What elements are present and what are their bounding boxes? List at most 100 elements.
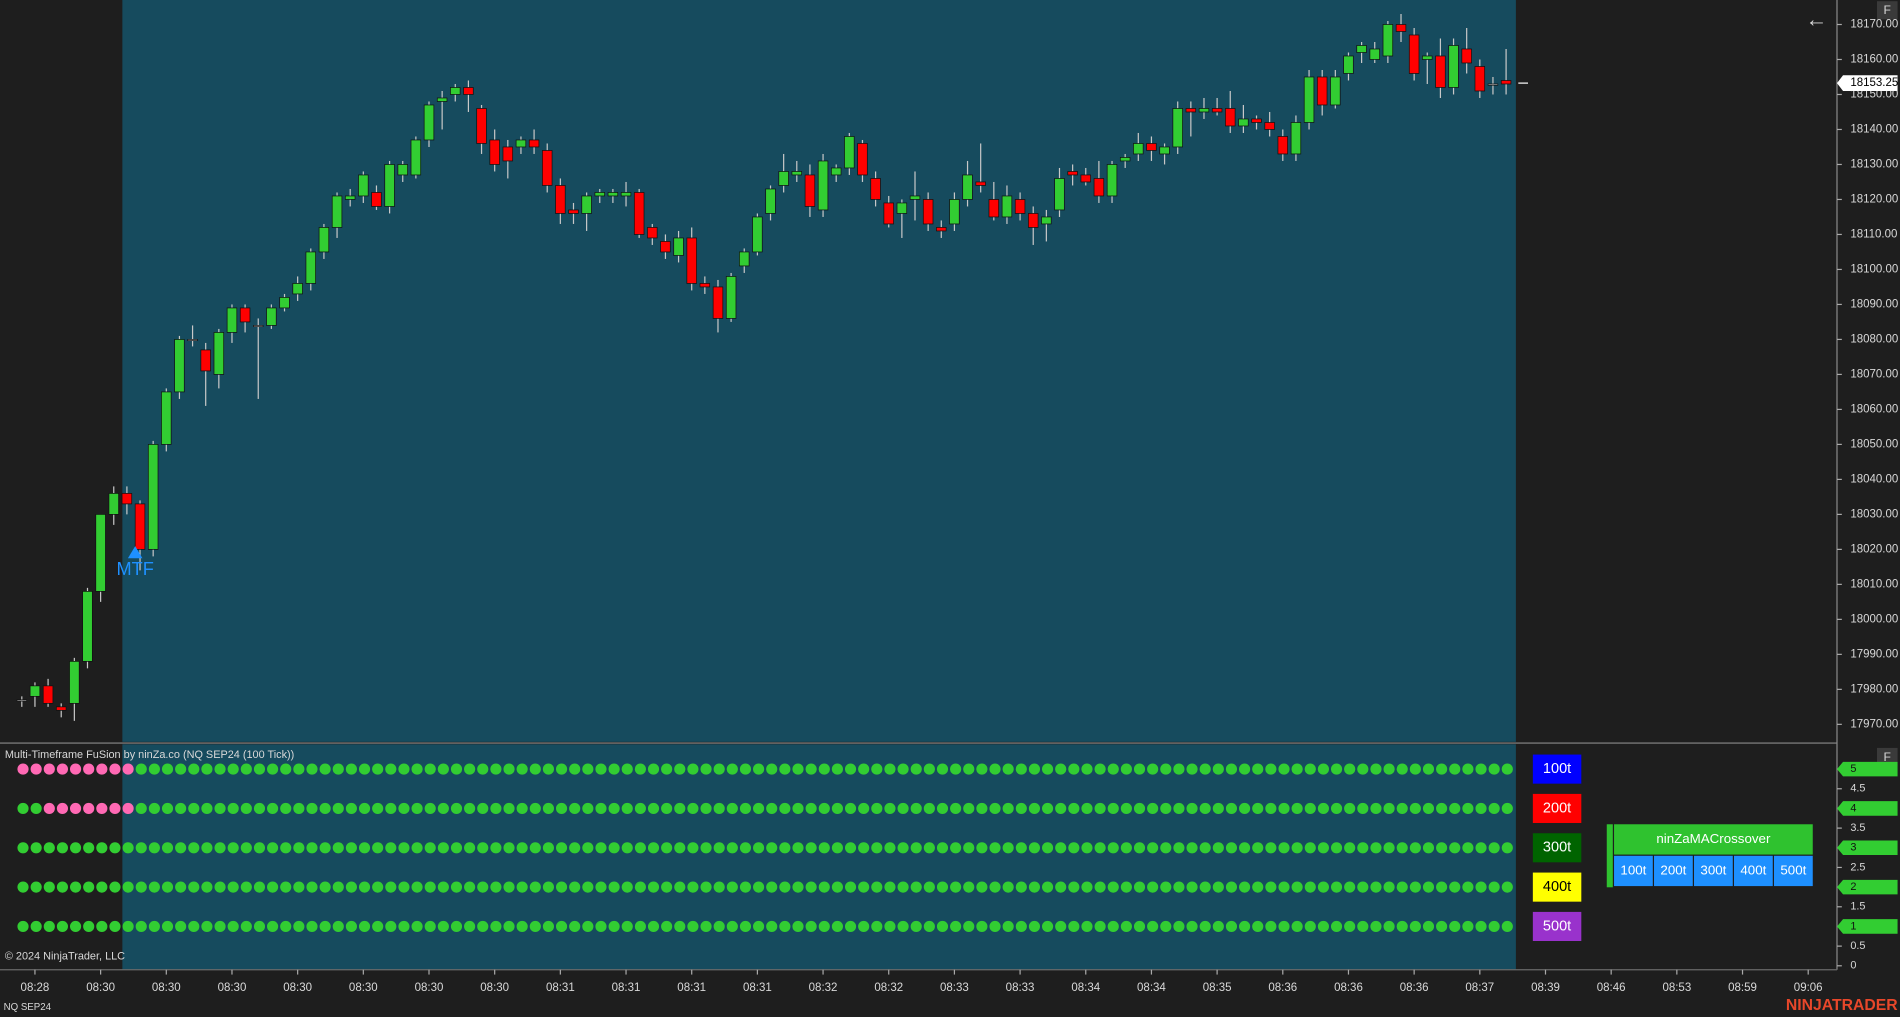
crossover-button[interactable] bbox=[1614, 855, 1653, 887]
candle-body bbox=[1080, 174, 1091, 183]
candle-body bbox=[1461, 48, 1472, 64]
crossover-button[interactable] bbox=[1694, 855, 1733, 887]
mtf-dot bbox=[871, 920, 883, 933]
mtf-dot bbox=[1186, 802, 1198, 815]
mtf-dot bbox=[109, 842, 121, 854]
mtf-dot bbox=[753, 763, 765, 775]
mtf-dot bbox=[1186, 842, 1198, 854]
mtf-dot bbox=[175, 802, 187, 815]
mtf-dot bbox=[516, 763, 528, 775]
x-tick-label: 08:32 bbox=[809, 982, 838, 994]
candle-body bbox=[121, 493, 133, 505]
x-tick-label: 08:32 bbox=[874, 982, 903, 994]
mtf-dot bbox=[1199, 881, 1211, 893]
x-tick-label: 08:31 bbox=[612, 982, 641, 994]
mtf-dot bbox=[319, 842, 331, 854]
crossover-button-label[interactable]: 300t bbox=[1700, 862, 1726, 877]
mtf-dot bbox=[1173, 881, 1185, 893]
candle-body bbox=[1198, 108, 1210, 113]
mtf-dot bbox=[516, 920, 528, 933]
x-tick-label: 08:53 bbox=[1662, 982, 1691, 994]
mtf-dot bbox=[989, 881, 1001, 893]
x-tick-label: 08:30 bbox=[152, 982, 181, 994]
mtf-dot bbox=[1383, 763, 1395, 775]
y-tick-label: 18160.00 bbox=[1850, 54, 1898, 66]
x-tick-label: 08:35 bbox=[1203, 982, 1232, 994]
back-arrow[interactable]: ← bbox=[1805, 6, 1827, 31]
mtf-dot bbox=[1212, 842, 1224, 854]
mtf-dot bbox=[332, 802, 344, 815]
mtf-dot bbox=[161, 842, 174, 854]
mtf-dot bbox=[17, 881, 29, 893]
crossover-button-label[interactable]: 400t bbox=[1740, 862, 1766, 877]
mtf-dot bbox=[306, 842, 318, 854]
copyright: © 2024 NinjaTrader, LLC bbox=[5, 950, 125, 962]
mtf-dot bbox=[424, 842, 436, 854]
mtf-dot bbox=[1396, 763, 1408, 775]
y-tick-label: 18040.00 bbox=[1850, 473, 1898, 485]
mtf-dot bbox=[529, 842, 541, 854]
mtf-dot bbox=[555, 881, 568, 893]
mtf-dot bbox=[542, 763, 555, 775]
crossover-button[interactable] bbox=[1773, 855, 1813, 887]
candle-body bbox=[1448, 45, 1459, 88]
flag-button-bg[interactable] bbox=[1876, 1, 1898, 20]
mtf-dot bbox=[713, 842, 725, 854]
mtf-dot bbox=[1041, 802, 1054, 815]
mtf-dot bbox=[910, 881, 922, 893]
mtf-dot bbox=[687, 881, 699, 893]
mtf-dot bbox=[1330, 842, 1343, 854]
mtf-dot bbox=[923, 842, 935, 854]
mtf-dot bbox=[739, 763, 752, 775]
mtf-dot bbox=[372, 920, 384, 933]
mtf-dot bbox=[253, 763, 266, 775]
mtf-dot bbox=[792, 763, 804, 775]
crossover-button-label[interactable]: 500t bbox=[1780, 862, 1806, 877]
mtf-dot bbox=[424, 881, 436, 893]
flag-button[interactable]: F bbox=[1884, 750, 1891, 764]
mtf-dot bbox=[1409, 881, 1421, 893]
mtf-dot bbox=[713, 802, 725, 815]
y2-tick-label: 2.5 bbox=[1850, 861, 1865, 873]
mtf-dot bbox=[1304, 802, 1316, 815]
mtf-dot bbox=[1160, 802, 1172, 815]
crossover-button[interactable] bbox=[1733, 855, 1773, 887]
mtf-dot bbox=[1252, 802, 1264, 815]
flag-button-bg[interactable] bbox=[1876, 747, 1898, 767]
mtf-dot bbox=[1186, 881, 1198, 893]
mtf-dot bbox=[766, 881, 778, 893]
current-price-tag bbox=[1836, 75, 1898, 91]
candle-body bbox=[712, 286, 724, 319]
mtf-dot bbox=[1370, 763, 1382, 775]
mtf-dot bbox=[1133, 881, 1146, 893]
candle-body bbox=[1343, 55, 1354, 74]
mtf-dot bbox=[188, 763, 200, 775]
mtf-dot bbox=[1068, 802, 1080, 815]
flag-button[interactable]: F bbox=[1884, 3, 1891, 17]
mtf-dot bbox=[1055, 842, 1067, 854]
mtf-dot bbox=[345, 842, 357, 854]
mtf-dot bbox=[96, 763, 108, 775]
mtf-dot bbox=[1133, 920, 1146, 933]
mtf-dot bbox=[1449, 802, 1461, 815]
mtf-dot bbox=[1002, 920, 1014, 933]
mtf-dot bbox=[634, 881, 646, 893]
mtf-dot bbox=[122, 802, 134, 815]
mtf-dot bbox=[332, 881, 344, 893]
mtf-dot bbox=[345, 920, 357, 933]
crossover-button[interactable] bbox=[1654, 855, 1693, 887]
mtf-dot bbox=[1291, 881, 1303, 893]
mtf-dot bbox=[792, 842, 804, 854]
candle-body bbox=[1356, 45, 1367, 53]
mtf-dot bbox=[1015, 920, 1027, 933]
crossover-button-label[interactable]: 100t bbox=[1620, 862, 1646, 877]
crossover-button-label[interactable]: 200t bbox=[1660, 862, 1686, 877]
candle-body bbox=[528, 139, 540, 148]
mtf-dot bbox=[713, 920, 725, 933]
mtf-dot bbox=[83, 842, 95, 854]
level-tag bbox=[1836, 761, 1898, 777]
x-tick-label: 08:30 bbox=[218, 982, 247, 994]
candle-body bbox=[1146, 143, 1157, 151]
candle-body bbox=[266, 307, 277, 326]
mtf-dot bbox=[1186, 763, 1198, 775]
